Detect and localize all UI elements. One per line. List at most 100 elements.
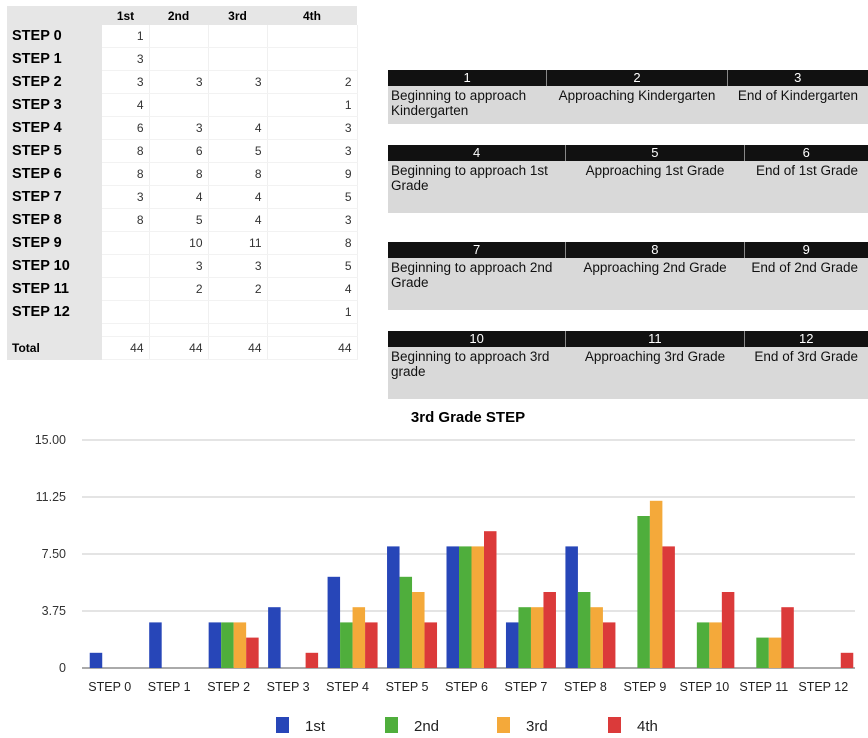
bar-step-11-4th	[781, 607, 794, 668]
legend-label: 4th	[637, 718, 658, 735]
bar-step-8-2nd	[577, 592, 591, 668]
level-number-row: 4 5 6	[388, 145, 868, 161]
x-tick-label: STEP 12	[798, 680, 848, 694]
table-total-row: Total 44 44 44 44	[7, 336, 358, 360]
table-cell: 9	[267, 162, 358, 186]
legend-label: 2nd	[414, 718, 439, 735]
bar-step-4-1st	[327, 576, 341, 668]
table-cell	[208, 93, 268, 117]
x-tick-label: STEP 2	[207, 680, 250, 694]
bar-step-2-1st	[208, 622, 222, 668]
row-label: STEP 12	[7, 300, 102, 324]
bar-step-9-4th	[662, 546, 675, 668]
level-number: 3	[794, 70, 802, 85]
level-description: End of 3rd Grade	[754, 349, 858, 364]
table-cell	[149, 47, 209, 71]
level-number: 5	[566, 145, 745, 161]
table-cell: 1	[267, 300, 358, 324]
table-row: STEP 9 10 11 8	[7, 231, 358, 255]
row-label: STEP 10	[7, 254, 102, 278]
table-header-corner	[7, 6, 102, 25]
table-cell: 4	[208, 185, 268, 209]
table-cell: 8	[208, 162, 268, 186]
table-cell: 3	[267, 208, 358, 232]
table-header-2nd: 2nd	[149, 6, 208, 25]
bar-step-10-4th	[721, 592, 735, 668]
legend-swatch	[608, 717, 621, 733]
x-tick-label: STEP 11	[739, 680, 788, 694]
row-label: STEP 1	[7, 47, 102, 71]
level-number: 8	[566, 242, 745, 258]
level-description: Approaching 1st Grade	[585, 163, 725, 178]
level-description: End of 2nd Grade	[751, 260, 858, 275]
table-cell: 3	[102, 47, 150, 71]
chart-bars	[89, 500, 854, 668]
chart-category-labels: STEP 0 STEP 1 STEP 2 STEP 3 STEP 4 STEP 5 STEP…	[88, 680, 848, 694]
table-cell	[7, 323, 102, 337]
level-block-2nd-grade: 7 8 9 Beginning to approach 2nd Grade Ap…	[388, 242, 868, 310]
bar-step-5-4th	[424, 622, 438, 668]
level-description-row: Beginning to approach 2nd Grade Approach…	[388, 258, 868, 290]
level-block-kindergarten: 1 2 3 Beginning to approach Kindergarten…	[388, 70, 868, 124]
table-cell: 1	[102, 25, 150, 48]
bar-step-2-3rd	[233, 622, 247, 668]
bar-step-5-1st	[387, 546, 400, 668]
table-header-3rd: 3rd	[208, 6, 267, 25]
level-number: 4	[388, 145, 567, 161]
level-number: 1	[388, 70, 548, 86]
table-row: STEP 12 1	[7, 300, 358, 324]
level-description: Beginning to approach Kindergarten	[391, 88, 527, 118]
bar-step-4-3rd	[352, 607, 366, 668]
bar-step-10-3rd	[709, 622, 722, 668]
table-cell: 3	[149, 254, 209, 278]
table-cell	[149, 93, 209, 117]
table-cell: 8	[149, 162, 209, 186]
bar-step-4-4th	[365, 622, 378, 668]
x-tick-label: STEP 8	[564, 680, 607, 694]
table-cell: 2	[149, 277, 209, 301]
x-tick-label: STEP 6	[445, 680, 488, 694]
bar-step-2-4th	[246, 637, 259, 668]
row-label: STEP 5	[7, 139, 102, 163]
table-cell: 6	[149, 139, 209, 163]
table-cell: 6	[102, 116, 150, 140]
level-number-row: 10 11 12	[388, 331, 868, 347]
table-cell: 2	[267, 70, 358, 94]
level-number: 6	[802, 145, 810, 160]
bar-step-7-4th	[543, 592, 556, 668]
level-number: 7	[388, 242, 567, 258]
table-cell: 4	[208, 208, 268, 232]
table-cell: 3	[149, 70, 209, 94]
table-cell: 5	[267, 185, 358, 209]
row-label: STEP 11	[7, 277, 102, 301]
table-cell	[102, 254, 150, 278]
bar-step-1-1st	[149, 622, 162, 668]
legend-label: 3rd	[526, 718, 548, 735]
bar-step-9-3rd	[649, 500, 663, 668]
table-cell: 4	[267, 277, 358, 301]
table-cell	[267, 323, 358, 337]
table-cell	[208, 25, 268, 48]
row-label: STEP 4	[7, 116, 102, 140]
level-number: 11	[566, 331, 745, 347]
y-tick-label: 15.00	[35, 433, 66, 447]
bar-step-6-1st	[446, 546, 459, 668]
bar-step-8-3rd	[590, 607, 603, 668]
table-header-4th: 4th	[267, 6, 357, 25]
bar-step-11-2nd	[756, 637, 769, 668]
level-number: 10	[388, 331, 567, 347]
bar-step-2-2nd	[221, 622, 234, 668]
table-cell: 3	[102, 185, 150, 209]
legend-swatch	[276, 717, 289, 733]
level-description: Beginning to approach 1st Grade	[391, 163, 548, 193]
level-description: Approaching 2nd Grade	[583, 260, 727, 275]
table-cell: 11	[208, 231, 268, 255]
legend-swatch	[385, 717, 398, 733]
x-tick-label: STEP 4	[326, 680, 369, 694]
table-cell: 3	[267, 116, 358, 140]
table-cell: 8	[267, 231, 358, 255]
